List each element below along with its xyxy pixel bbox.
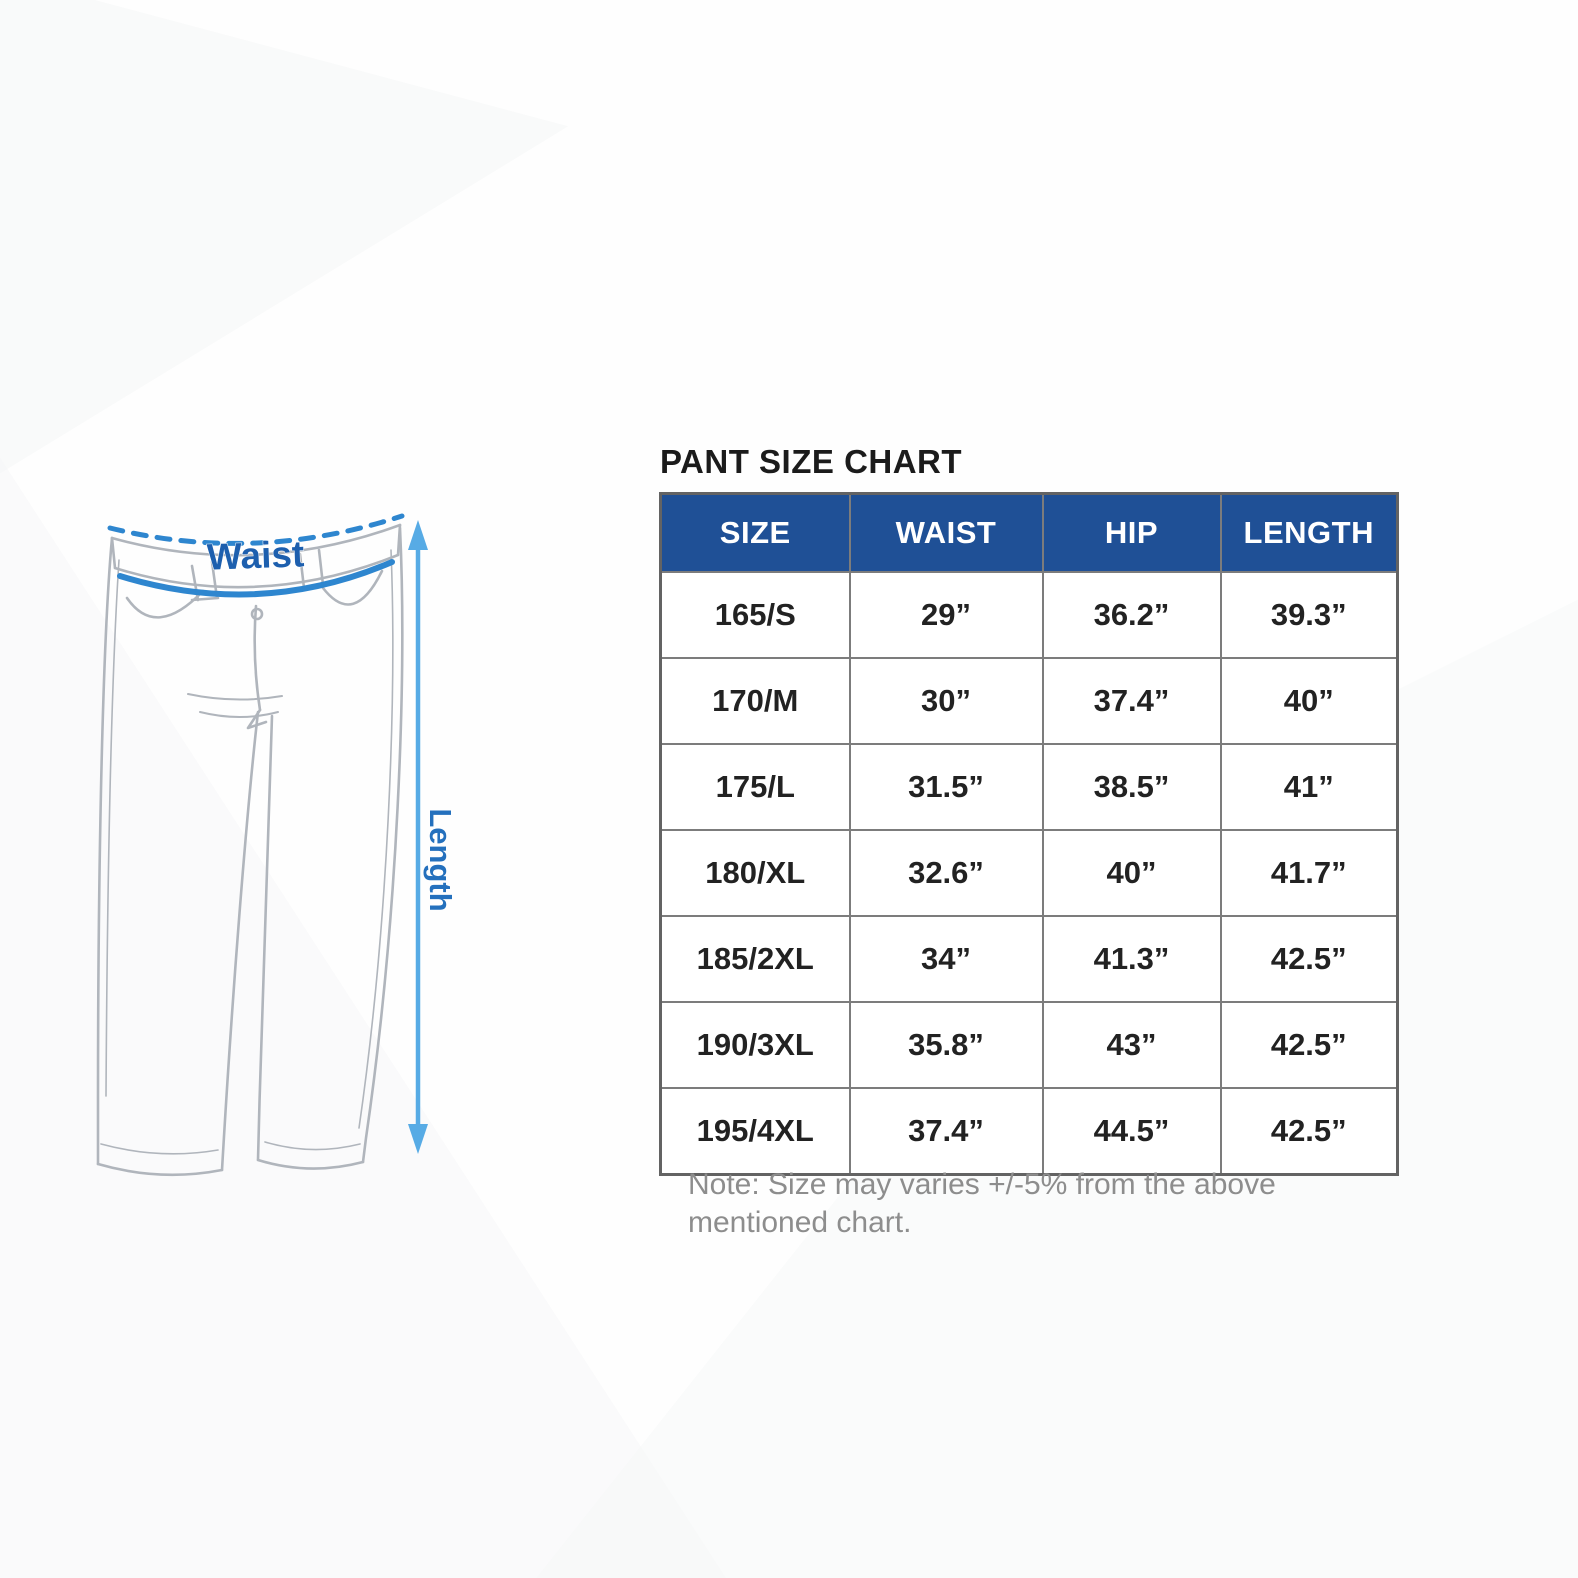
table-row: 180/XL 32.6” 40” 41.7” — [659, 829, 1399, 917]
cell-waist: 30” — [848, 657, 1044, 745]
table-row: 175/L 31.5” 38.5” 41” — [659, 743, 1399, 831]
pants-measurement-diagram: Waist Length — [96, 513, 458, 1177]
cell-hip: 36.2” — [1041, 571, 1222, 659]
cell-waist: 35.8” — [848, 1001, 1044, 1089]
table-header-row: SIZE WAIST HIP LENGTH — [659, 492, 1399, 573]
page-title: PANT SIZE CHART — [660, 443, 963, 480]
cell-hip: 38.5” — [1041, 743, 1222, 831]
cell-length: 42.5” — [1219, 915, 1399, 1003]
cell-hip: 43” — [1041, 1001, 1222, 1089]
cell-size: 180/XL — [659, 829, 851, 917]
waist-label: Waist — [206, 533, 305, 577]
pants-outline-icon — [96, 523, 404, 1177]
cell-length: 39.3” — [1219, 571, 1399, 659]
cell-hip: 41.3” — [1041, 915, 1222, 1003]
cell-waist: 31.5” — [848, 743, 1044, 831]
size-variance-note: Note: Size may varies +/-5% from the abo… — [688, 1168, 1276, 1240]
cell-waist: 32.6” — [848, 829, 1044, 917]
column-header-waist: WAIST — [848, 492, 1044, 573]
cell-size: 190/3XL — [659, 1001, 851, 1089]
table-row: 190/3XL 35.8” 43” 42.5” — [659, 1001, 1399, 1089]
table-row: 195/4XL 37.4” 44.5” 42.5” — [659, 1087, 1399, 1176]
cell-length: 42.5” — [1219, 1001, 1399, 1089]
table-row: 185/2XL 34” 41.3” 42.5” — [659, 915, 1399, 1003]
cell-size: 165/S — [659, 571, 851, 659]
cell-waist: 29” — [848, 571, 1044, 659]
column-header-hip: HIP — [1041, 492, 1222, 573]
cell-length: 41” — [1219, 743, 1399, 831]
waist-measure-line-icon — [107, 513, 405, 598]
column-header-length: LENGTH — [1219, 492, 1399, 573]
cell-size: 195/4XL — [659, 1087, 851, 1176]
length-arrow-icon — [408, 520, 428, 1154]
cell-size: 185/2XL — [659, 915, 851, 1003]
pant-size-table: SIZE WAIST HIP LENGTH 165/S 29” 36.2” 39… — [659, 492, 1399, 1176]
cell-hip: 37.4” — [1041, 657, 1222, 745]
length-label: Length — [423, 808, 458, 911]
cell-size: 170/M — [659, 657, 851, 745]
cell-size: 175/L — [659, 743, 851, 831]
cell-length: 42.5” — [1219, 1087, 1399, 1176]
cell-waist: 37.4” — [848, 1087, 1044, 1176]
cell-hip: 40” — [1041, 829, 1222, 917]
cell-hip: 44.5” — [1041, 1087, 1222, 1176]
cell-waist: 34” — [848, 915, 1044, 1003]
column-header-size: SIZE — [659, 492, 851, 573]
cell-length: 40” — [1219, 657, 1399, 745]
table-row: 165/S 29” 36.2” 39.3” — [659, 571, 1399, 659]
cell-length: 41.7” — [1219, 829, 1399, 917]
table-row: 170/M 30” 37.4” 40” — [659, 657, 1399, 745]
